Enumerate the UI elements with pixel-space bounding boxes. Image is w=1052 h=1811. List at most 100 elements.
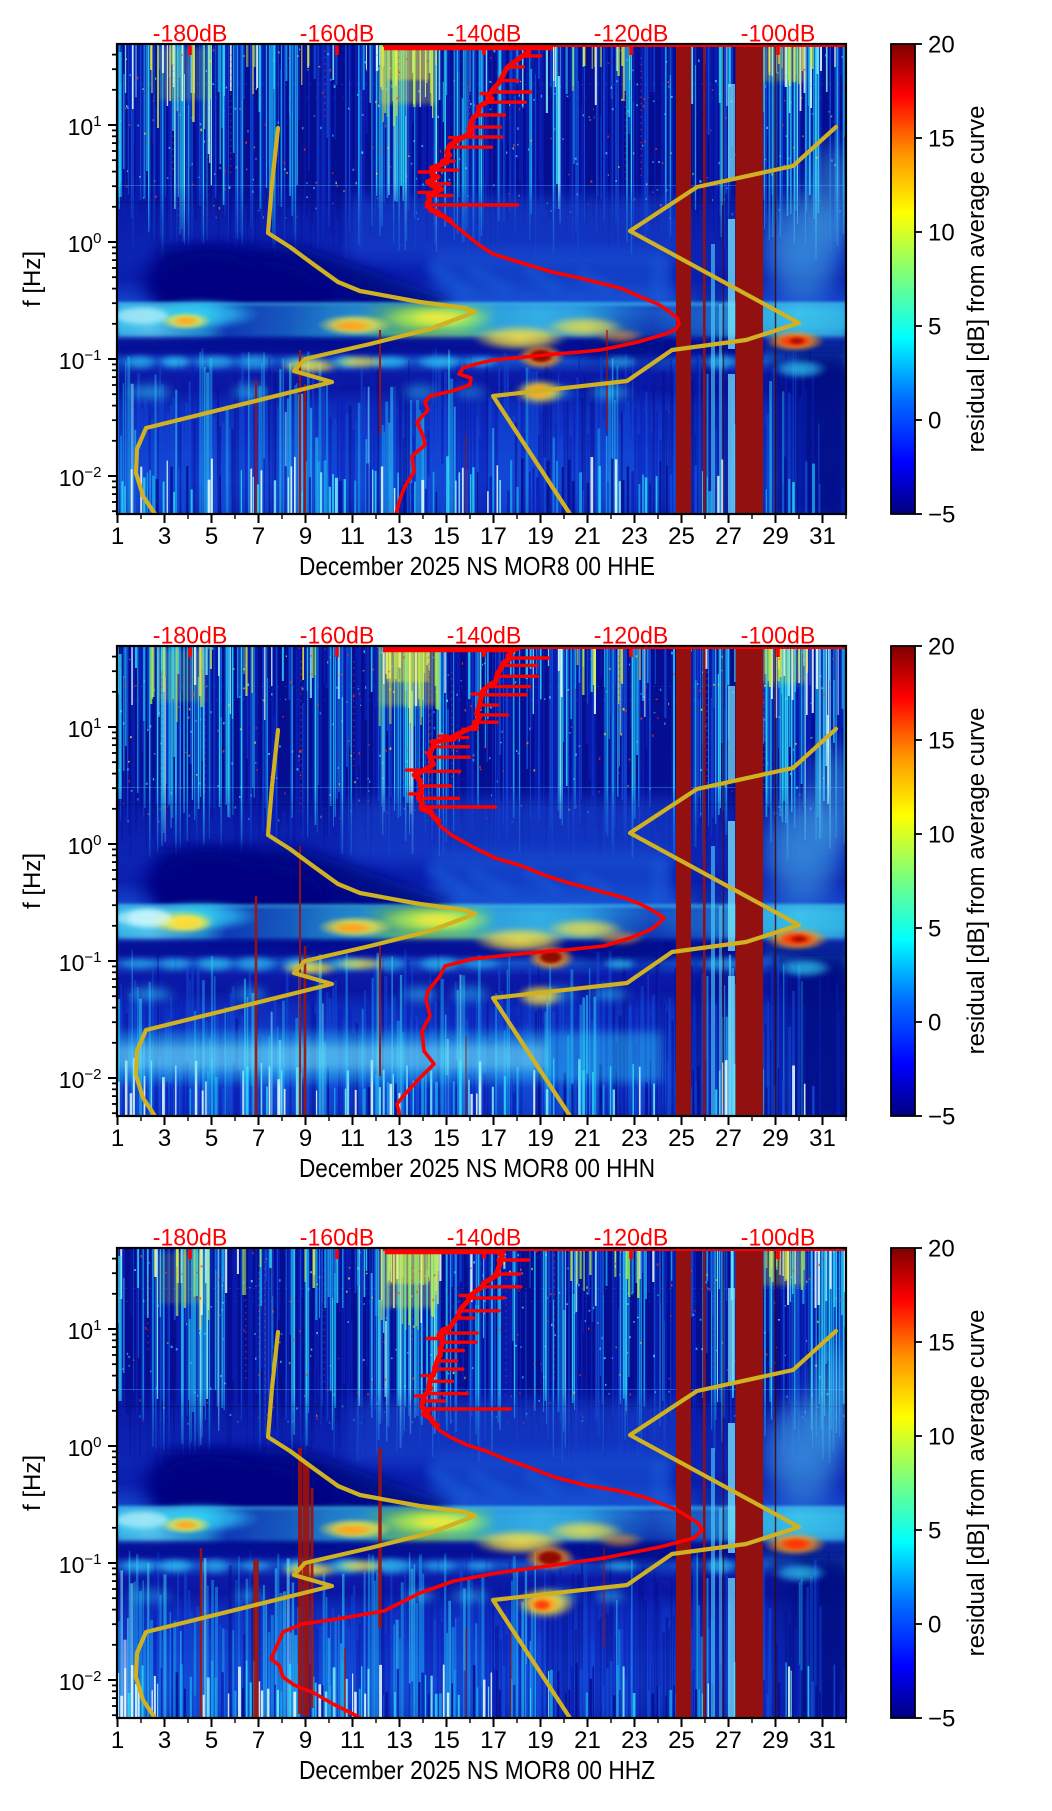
svg-text:15: 15 xyxy=(433,523,460,550)
svg-text:11: 11 xyxy=(340,1125,365,1152)
svg-text:December 2025 NS MOR8 00 HHN: December 2025 NS MOR8 00 HHN xyxy=(299,1153,655,1183)
svg-text:-160dB: -160dB xyxy=(300,1225,375,1252)
svg-text:10: 10 xyxy=(928,220,955,247)
svg-text:23: 23 xyxy=(621,1727,648,1754)
svg-text:10−2: 10−2 xyxy=(59,464,102,491)
svg-text:27: 27 xyxy=(715,1727,742,1754)
svg-text:−5: −5 xyxy=(928,502,955,529)
svg-text:-100dB: -100dB xyxy=(741,623,816,650)
svg-text:-120dB: -120dB xyxy=(594,1225,669,1252)
svg-text:7: 7 xyxy=(252,523,265,550)
svg-text:7: 7 xyxy=(252,1125,265,1152)
svg-text:-140dB: -140dB xyxy=(447,1225,522,1252)
svg-text:31: 31 xyxy=(809,1125,836,1152)
svg-text:-140dB: -140dB xyxy=(447,623,522,650)
svg-text:27: 27 xyxy=(715,1125,742,1152)
svg-text:13: 13 xyxy=(386,523,413,550)
svg-text:25: 25 xyxy=(668,1125,695,1152)
svg-text:-120dB: -120dB xyxy=(594,623,669,650)
svg-text:0: 0 xyxy=(928,1010,941,1037)
svg-text:f [Hz]: f [Hz] xyxy=(19,251,46,307)
svg-text:−5: −5 xyxy=(928,1706,955,1733)
svg-text:101: 101 xyxy=(68,1317,102,1344)
svg-text:15: 15 xyxy=(928,728,955,755)
svg-text:0: 0 xyxy=(928,1612,941,1639)
svg-text:21: 21 xyxy=(574,1125,601,1152)
svg-text:-160dB: -160dB xyxy=(300,623,375,650)
svg-text:1: 1 xyxy=(111,523,124,550)
svg-text:100: 100 xyxy=(68,230,102,257)
svg-text:20: 20 xyxy=(928,634,955,661)
svg-text:residual [dB] from average cur: residual [dB] from average curve xyxy=(963,106,990,453)
svg-text:20: 20 xyxy=(928,32,955,59)
svg-text:23: 23 xyxy=(621,1125,648,1152)
svg-text:11: 11 xyxy=(340,1727,365,1754)
svg-text:15: 15 xyxy=(433,1727,460,1754)
svg-text:3: 3 xyxy=(158,1125,171,1152)
svg-text:December 2025 NS MOR8 00 HHE: December 2025 NS MOR8 00 HHE xyxy=(299,551,655,581)
svg-text:17: 17 xyxy=(480,1125,507,1152)
svg-text:5: 5 xyxy=(928,314,941,341)
svg-text:-180dB: -180dB xyxy=(153,1225,228,1252)
svg-text:10: 10 xyxy=(928,1424,955,1451)
svg-text:29: 29 xyxy=(762,1125,789,1152)
svg-text:-180dB: -180dB xyxy=(153,623,228,650)
svg-text:29: 29 xyxy=(762,523,789,550)
svg-text:25: 25 xyxy=(668,1727,695,1754)
svg-text:19: 19 xyxy=(527,523,554,550)
svg-text:21: 21 xyxy=(574,1727,601,1754)
svg-text:31: 31 xyxy=(809,1727,836,1754)
svg-text:5: 5 xyxy=(205,1125,218,1152)
svg-text:20: 20 xyxy=(928,1236,955,1263)
svg-text:101: 101 xyxy=(68,715,102,742)
svg-text:December 2025 NS MOR8 00 HHZ: December 2025 NS MOR8 00 HHZ xyxy=(299,1755,655,1785)
svg-text:-180dB: -180dB xyxy=(153,21,228,48)
svg-text:-140dB: -140dB xyxy=(447,21,522,48)
svg-text:15: 15 xyxy=(433,1125,460,1152)
svg-text:5: 5 xyxy=(205,523,218,550)
svg-text:residual [dB] from average cur: residual [dB] from average curve xyxy=(963,1310,990,1657)
svg-text:5: 5 xyxy=(928,916,941,943)
svg-text:10−1: 10−1 xyxy=(59,347,102,374)
svg-text:-160dB: -160dB xyxy=(300,21,375,48)
svg-text:29: 29 xyxy=(762,1727,789,1754)
svg-text:23: 23 xyxy=(621,523,648,550)
svg-text:25: 25 xyxy=(668,523,695,550)
svg-text:10: 10 xyxy=(928,822,955,849)
svg-text:−5: −5 xyxy=(928,1104,955,1131)
svg-text:9: 9 xyxy=(299,1727,312,1754)
svg-text:1: 1 xyxy=(111,1727,124,1754)
svg-text:-100dB: -100dB xyxy=(741,21,816,48)
svg-text:100: 100 xyxy=(68,832,102,859)
svg-text:10−2: 10−2 xyxy=(59,1668,102,1695)
svg-text:11: 11 xyxy=(340,523,365,550)
svg-text:f [Hz]: f [Hz] xyxy=(19,853,46,909)
svg-text:19: 19 xyxy=(527,1125,554,1152)
svg-text:27: 27 xyxy=(715,523,742,550)
svg-text:15: 15 xyxy=(928,1330,955,1357)
svg-text:10−2: 10−2 xyxy=(59,1066,102,1093)
svg-text:13: 13 xyxy=(386,1727,413,1754)
svg-text:3: 3 xyxy=(158,1727,171,1754)
svg-text:15: 15 xyxy=(928,126,955,153)
svg-text:21: 21 xyxy=(574,523,601,550)
svg-text:10−1: 10−1 xyxy=(59,949,102,976)
svg-text:0: 0 xyxy=(928,408,941,435)
svg-text:-120dB: -120dB xyxy=(594,21,669,48)
svg-text:19: 19 xyxy=(527,1727,554,1754)
svg-text:5: 5 xyxy=(928,1518,941,1545)
svg-text:5: 5 xyxy=(205,1727,218,1754)
svg-text:f [Hz]: f [Hz] xyxy=(19,1455,46,1511)
svg-text:13: 13 xyxy=(386,1125,413,1152)
svg-text:3: 3 xyxy=(158,523,171,550)
svg-text:residual [dB] from average cur: residual [dB] from average curve xyxy=(963,708,990,1055)
svg-text:101: 101 xyxy=(68,113,102,140)
svg-text:9: 9 xyxy=(299,523,312,550)
svg-text:17: 17 xyxy=(480,1727,507,1754)
svg-text:7: 7 xyxy=(252,1727,265,1754)
svg-text:-100dB: -100dB xyxy=(741,1225,816,1252)
svg-text:31: 31 xyxy=(809,523,836,550)
svg-text:9: 9 xyxy=(299,1125,312,1152)
svg-text:1: 1 xyxy=(111,1125,124,1152)
svg-text:10−1: 10−1 xyxy=(59,1551,102,1578)
